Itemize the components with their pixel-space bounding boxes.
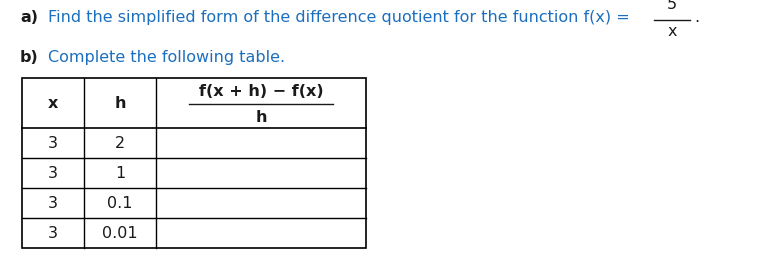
Text: x: x	[48, 96, 58, 111]
Text: 0.01: 0.01	[102, 225, 138, 241]
Text: 2: 2	[115, 135, 125, 150]
Text: f(x + h) − f(x): f(x + h) − f(x)	[199, 85, 324, 99]
Text: Complete the following table.: Complete the following table.	[48, 50, 285, 65]
Bar	[22, 78, 366, 248]
Text: 3: 3	[48, 135, 58, 150]
Text: b): b)	[20, 50, 39, 65]
Text: a): a)	[20, 10, 38, 25]
Text: 3: 3	[48, 195, 58, 210]
Text: .: .	[694, 10, 699, 25]
Text: x: x	[667, 24, 677, 39]
Text: 0.1: 0.1	[107, 195, 133, 210]
Text: 3: 3	[48, 225, 58, 241]
Text: 1: 1	[115, 165, 125, 180]
Text: h: h	[114, 96, 126, 111]
Text: 3: 3	[48, 165, 58, 180]
Text: 5: 5	[667, 0, 677, 12]
Text: Find the simplified form of the difference quotient for the function f(x) =: Find the simplified form of the differen…	[48, 10, 635, 25]
Text: h: h	[255, 109, 267, 124]
